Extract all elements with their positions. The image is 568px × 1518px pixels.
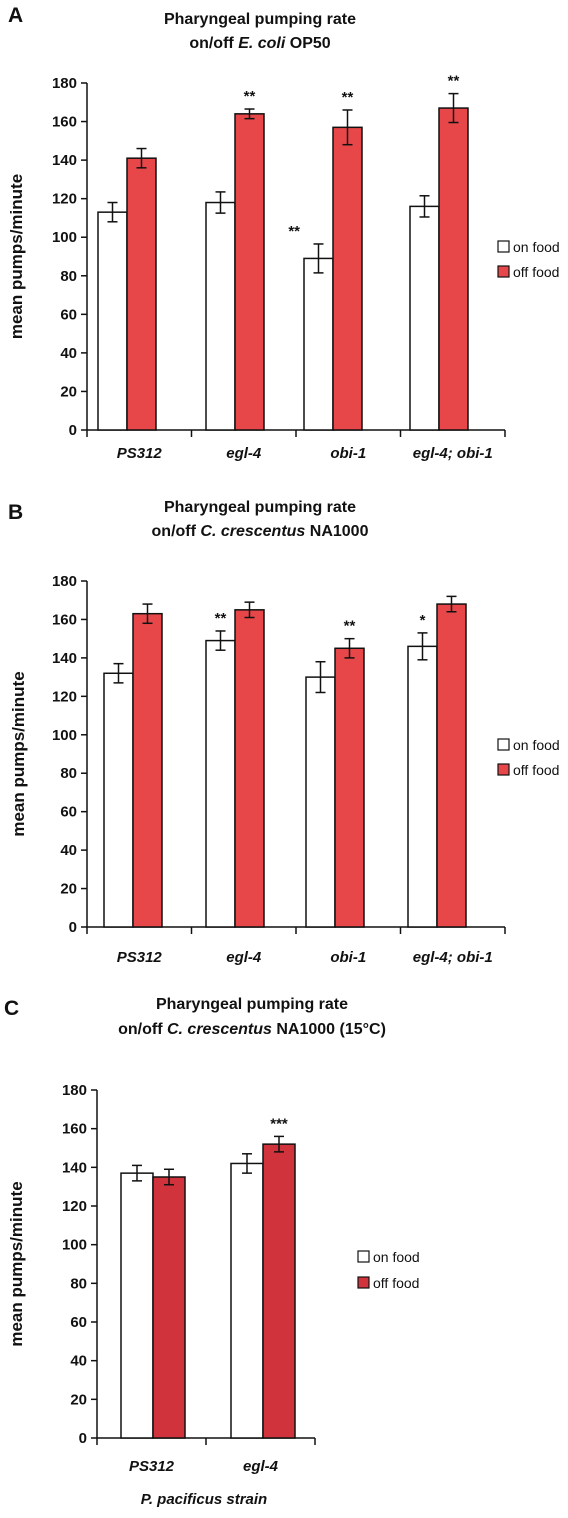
panel-label: A <box>8 4 23 27</box>
bar-on-food <box>409 205 440 431</box>
y-tick-label: 180 <box>52 75 77 92</box>
y-tick-label: 100 <box>62 1237 87 1254</box>
panel-label: B <box>8 501 23 524</box>
y-tick-label: 160 <box>52 611 77 628</box>
bar-on-food <box>205 639 236 928</box>
legend-label: on food <box>513 737 560 753</box>
chart-panel-c: C Pharyngeal pumping rate on/off C. cresce… <box>4 996 420 1508</box>
y-tick-label: 100 <box>52 727 77 744</box>
y-tick-label: 80 <box>60 268 77 285</box>
chart-subtitle: on/off E. coli OP50 <box>189 35 330 52</box>
chart-subtitle: on/off C. crescentus NA1000 <box>152 523 369 540</box>
significance-mark: ** <box>344 618 356 635</box>
significance-mark: ** <box>288 223 300 240</box>
significance-mark: ** <box>448 73 460 90</box>
y-tick-label: 160 <box>52 114 77 131</box>
y-tick-label: 0 <box>69 919 77 936</box>
chart-panel-b: B Pharyngeal pumping rate on/off C. cresce… <box>8 499 560 966</box>
y-tick-label: 40 <box>60 842 77 859</box>
bar-on-food <box>97 211 128 431</box>
x-category-label: PS312 <box>129 1458 175 1475</box>
y-tick-label: 20 <box>60 383 77 400</box>
x-category-label: obi-1 <box>330 949 366 966</box>
significance-mark: *** <box>270 1115 288 1132</box>
chart-subtitle: on/off C. crescentus NA1000 (15°C) <box>118 1021 386 1038</box>
significance-mark: ** <box>215 610 227 627</box>
y-tick-label: 80 <box>70 1275 87 1292</box>
y-tick-label: 60 <box>60 804 77 821</box>
y-tick-label: 140 <box>62 1159 87 1176</box>
y-tick-label: 80 <box>60 765 77 782</box>
x-category-label: egl-4 <box>243 1458 279 1475</box>
bar-off-food <box>234 609 265 928</box>
bar-on-food <box>230 1162 264 1439</box>
bar-on-food <box>407 645 438 928</box>
legend-label: off food <box>513 762 559 778</box>
y-tick-label: 120 <box>52 688 77 705</box>
y-axis-label: mean pumps/minute <box>7 174 26 339</box>
bar-off-food <box>262 1143 296 1439</box>
y-tick-label: 20 <box>70 1391 87 1408</box>
y-tick-label: 180 <box>62 1082 87 1099</box>
legend-swatch <box>497 265 510 278</box>
y-tick-label: 120 <box>62 1198 87 1215</box>
legend-label: off food <box>513 264 559 280</box>
bar-on-food <box>120 1172 154 1439</box>
bar-off-food <box>438 107 469 431</box>
legend-label: on food <box>513 239 560 255</box>
bar-on-food <box>103 672 134 928</box>
y-axis-label: mean pumps/minute <box>7 1181 26 1346</box>
y-tick-label: 140 <box>52 152 77 169</box>
significance-mark: ** <box>244 88 256 105</box>
x-category-label: egl-4 <box>226 949 262 966</box>
y-tick-label: 40 <box>60 345 77 362</box>
y-tick-label: 160 <box>62 1121 87 1138</box>
legend-swatch <box>497 738 510 751</box>
bar-off-food <box>126 157 157 431</box>
significance-mark: ** <box>342 89 354 106</box>
chart-title: Pharyngeal pumping rate <box>164 499 356 516</box>
bar-off-food <box>334 647 365 928</box>
y-tick-label: 60 <box>70 1314 87 1331</box>
chart-title: Pharyngeal pumping rate <box>156 996 348 1013</box>
y-tick-label: 20 <box>60 881 77 898</box>
x-axis-label: P. pacificus strain <box>141 1491 267 1508</box>
y-tick-label: 120 <box>52 191 77 208</box>
legend-swatch <box>357 1250 370 1263</box>
x-category-label: PS312 <box>117 949 163 966</box>
legend-swatch <box>497 763 510 776</box>
panel-label: C <box>4 997 19 1020</box>
y-tick-label: 0 <box>69 422 77 439</box>
x-category-label: egl-4 <box>226 445 262 462</box>
x-category-label: obi-1 <box>330 445 366 462</box>
y-tick-label: 140 <box>52 650 77 667</box>
legend-swatch <box>497 240 510 253</box>
y-tick-label: 100 <box>52 229 77 246</box>
x-category-label: PS312 <box>117 445 163 462</box>
y-axis-label: mean pumps/minute <box>9 671 28 836</box>
bar-on-food <box>205 201 236 431</box>
bar-off-food <box>132 612 163 928</box>
x-category-label: egl-4; obi-1 <box>413 949 493 966</box>
y-tick-label: 180 <box>52 573 77 590</box>
y-tick-label: 40 <box>70 1353 87 1370</box>
y-tick-label: 0 <box>79 1430 87 1447</box>
bar-off-food <box>436 603 467 928</box>
bar-off-food <box>152 1176 186 1439</box>
chart-title: Pharyngeal pumping rate <box>164 11 356 28</box>
bar-on-food <box>305 676 336 928</box>
bar-off-food <box>332 126 363 431</box>
legend-swatch <box>357 1276 370 1289</box>
chart-panel-a: A Pharyngeal pumping rate on/off E. coli O… <box>7 4 560 462</box>
legend-label: off food <box>373 1275 419 1291</box>
legend-label: on food <box>373 1249 420 1265</box>
bar-on-food <box>303 257 334 431</box>
significance-mark: * <box>420 612 426 629</box>
bar-off-food <box>234 113 265 431</box>
y-tick-label: 60 <box>60 306 77 323</box>
x-category-label: egl-4; obi-1 <box>413 445 493 462</box>
